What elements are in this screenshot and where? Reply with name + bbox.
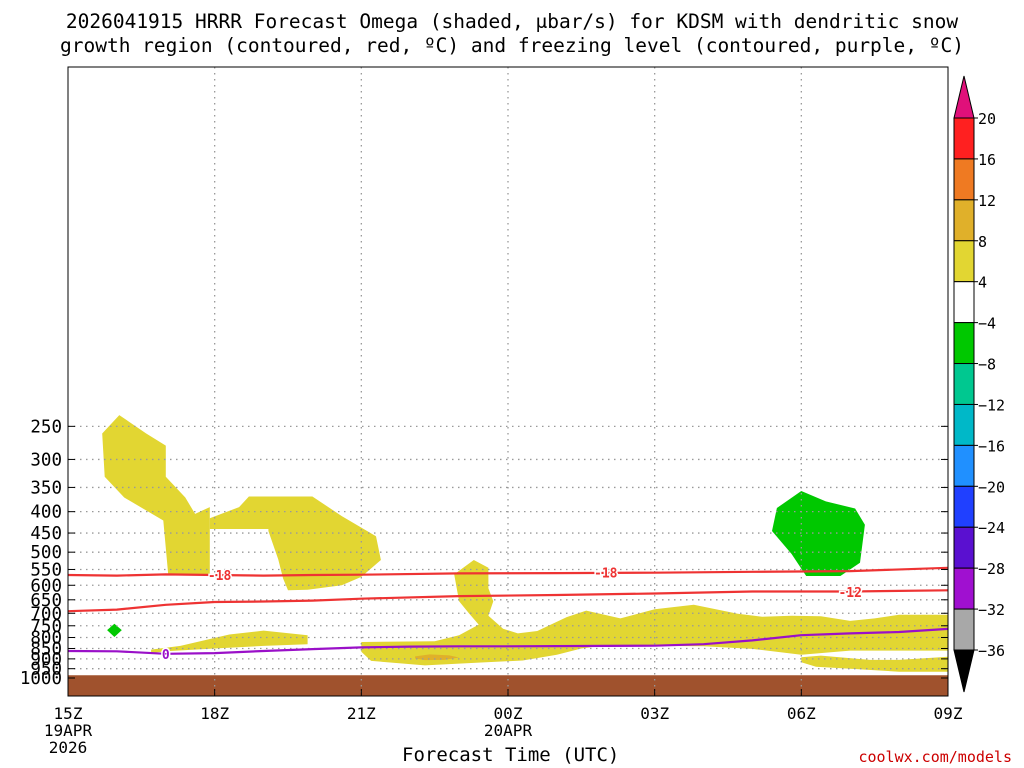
y-tick-label-14: 950 — [30, 660, 62, 680]
colorbar-label-13: −36 — [978, 642, 1005, 660]
colorbar-top-arrow — [953, 75, 975, 119]
y-tick-label-1: 300 — [30, 450, 62, 470]
colorbar-box-3 — [953, 240, 975, 283]
y-tick-label-4: 450 — [30, 524, 62, 544]
y-tick-label-0: 250 — [30, 417, 62, 437]
colorbar-box-5 — [953, 322, 975, 365]
x-tick-label-4: 03Z — [640, 704, 669, 723]
omega-region-1 — [209, 496, 381, 591]
omega-region-2 — [151, 630, 308, 654]
colorbar-label-8: −16 — [978, 437, 1005, 455]
axes: 250 300 350 4004505005506006507007508008509… — [20, 66, 963, 757]
contour-label-0-1: -18 — [594, 567, 618, 582]
plot-content: -18 -18 -12 0 — [68, 67, 948, 696]
colorbar-label-6: −8 — [978, 356, 996, 374]
contour-line-1 — [68, 589, 948, 613]
chart-title-line1: 2026041915 HRRR Forecast Omega (shaded, … — [65, 10, 959, 33]
y-tick-label-2: 350 — [30, 478, 62, 498]
x-tick-label-5: 06Z — [787, 704, 816, 723]
colorbar-label-9: −20 — [978, 478, 1005, 496]
colorbar-label-5: −4 — [978, 315, 996, 333]
colorbar-bottom-arrow — [953, 649, 975, 693]
colorbar-box-8 — [953, 444, 975, 487]
colorbar: 20 16 12 8 4 −4 −8 −12 −16 −20 −24 −28 −32 −36 — [953, 75, 1005, 693]
colorbar-label-3: 8 — [978, 233, 987, 251]
omega-region-4 — [415, 654, 460, 661]
colorbar-box-0 — [953, 117, 975, 160]
colorbar-box-9 — [953, 485, 975, 528]
x-tick-label-0: 15Z — [54, 704, 83, 723]
y-tick-label-13: 900 — [30, 650, 62, 670]
colorbar-label-7: −12 — [978, 396, 1005, 414]
contour-line-2 — [68, 627, 948, 655]
x-tick-label-3: 00Z — [494, 704, 523, 723]
x-tick-date-0: 19APR — [44, 721, 93, 740]
y-tick-label-12: 850 — [30, 639, 62, 659]
y-tick-label-8: 650 — [30, 591, 62, 611]
colorbar-box-10 — [953, 526, 975, 569]
x-tick-label-1: 18Z — [200, 704, 229, 723]
credit-text: coolwx.com/models — [858, 748, 1012, 766]
contour-label-0-0: -18 — [208, 569, 232, 584]
chart-title-line2: growth region (contoured, red, ºC) and f… — [60, 34, 964, 57]
omega-region-3 — [361, 560, 948, 666]
colorbar-label-12: −32 — [978, 601, 1005, 619]
colorbar-label-10: −24 — [978, 519, 1005, 537]
plot-area: -18 -18 -12 0 — [68, 67, 948, 696]
y-tick-label-11: 800 — [30, 628, 62, 648]
omega-region-7 — [107, 623, 122, 637]
y-tick-label-3: 400 — [30, 503, 62, 523]
contour-line-0 — [68, 566, 948, 577]
x-tick-label-2: 21Z — [347, 704, 376, 723]
colorbar-box-4 — [953, 281, 975, 324]
omega-region-5 — [801, 655, 948, 672]
colorbar-box-6 — [953, 363, 975, 405]
y-tick-label-7: 600 — [30, 576, 62, 596]
colorbar-box-12 — [953, 608, 975, 651]
colorbar-label-2: 12 — [978, 192, 996, 210]
omega-region-0 — [102, 415, 210, 575]
contour-label-1-0: -12 — [838, 586, 861, 601]
y-tick-label-9: 700 — [30, 604, 62, 624]
y-tick-label-5: 500 — [30, 543, 62, 563]
colorbar-label-0: 20 — [978, 110, 996, 128]
x-tick-year-0: 2026 — [49, 738, 88, 757]
colorbar-box-7 — [953, 403, 975, 446]
colorbar-label-4: 4 — [978, 274, 987, 292]
colorbar-box-11 — [953, 567, 975, 610]
x-tick-date-3: 20APR — [484, 721, 533, 740]
colorbar-box-2 — [953, 199, 975, 242]
colorbar-box-1 — [953, 158, 975, 201]
x-axis-label: Forecast Time (UTC) — [402, 744, 620, 766]
colorbar-label-11: −28 — [978, 560, 1005, 578]
contour-label-2-0: 0 — [162, 648, 170, 663]
y-tick-label-10: 750 — [30, 617, 62, 637]
y-tick-label-6: 550 — [30, 560, 62, 580]
y-tick-label-15: 1000 — [20, 669, 62, 689]
colorbar-label-1: 16 — [978, 151, 996, 169]
x-tick-label-6: 09Z — [934, 704, 963, 723]
